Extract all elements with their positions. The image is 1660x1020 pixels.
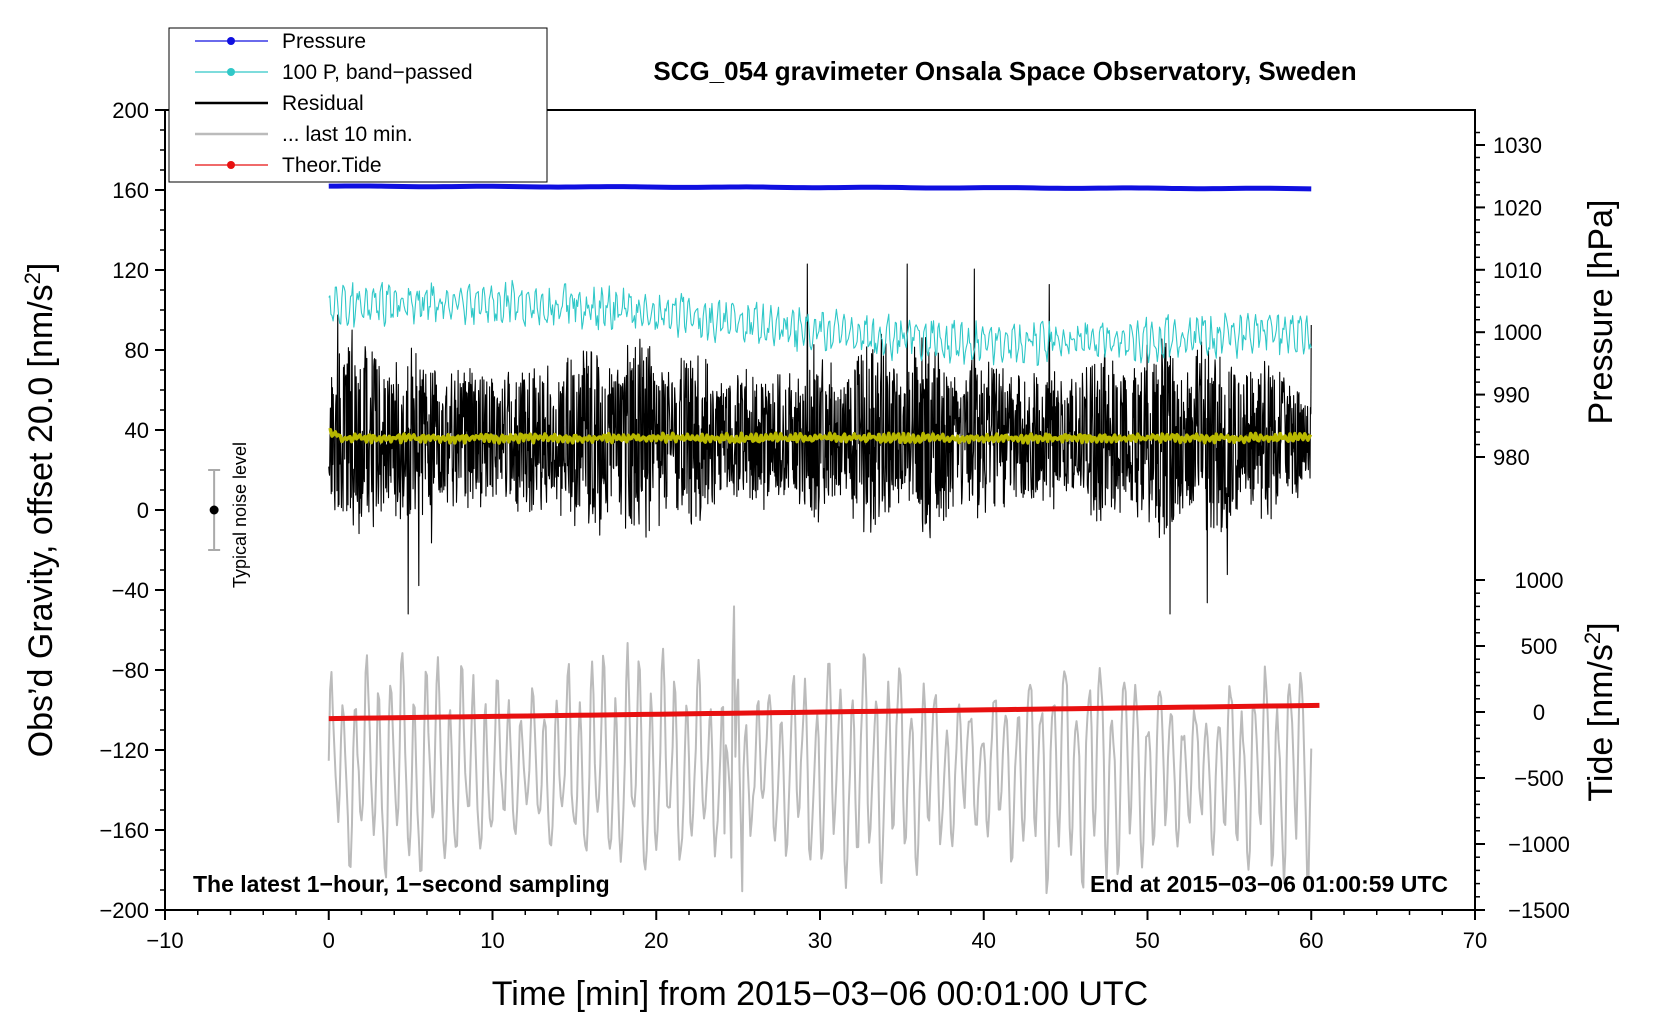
x-tick-label: 60: [1299, 928, 1323, 953]
pressure-tick-label: 980: [1493, 445, 1530, 470]
legend-swatch-marker: [227, 161, 235, 169]
x-tick-label: 30: [808, 928, 832, 953]
x-tick-label: −10: [146, 928, 183, 953]
y-tick-label: 40: [125, 418, 149, 443]
chart-title: SCG_054 gravimeter Onsala Space Observat…: [653, 56, 1356, 86]
y-tick-label: 80: [125, 338, 149, 363]
legend: Pressure 100 P, band−passed Residual ... la…: [168, 27, 548, 183]
tide-tick-label: −1000: [1508, 832, 1570, 857]
pressure-tick-label: 990: [1493, 383, 1530, 408]
tide-tick-label: −500: [1514, 766, 1564, 791]
y-tick-label: 0: [137, 498, 149, 523]
y-tick-label: −40: [112, 578, 149, 603]
tide-axis-title: Tide [nm/s2]: [1580, 622, 1621, 801]
ticks-layer: −10 0 10 20 30 40 50 60 7020016012080400−40−80−1…: [99, 98, 1569, 953]
legend-box: [168, 27, 548, 183]
x-tick-label: 70: [1463, 928, 1487, 953]
pressure-tick-label: 1020: [1493, 195, 1542, 220]
pressure-tick-label: 1010: [1493, 258, 1542, 283]
y-tick-label: 160: [112, 178, 149, 203]
pressure-axis-title: Pressure [hPa]: [1582, 200, 1620, 425]
x-tick-label: 50: [1135, 928, 1159, 953]
residual-smoothed-line: [328, 427, 1313, 445]
x-tick-label: 10: [480, 928, 504, 953]
y-tick-label: −80: [112, 658, 149, 683]
x-tick-label: 40: [972, 928, 996, 953]
y-tick-label: −160: [99, 818, 149, 843]
y-axis-title: Obs’d Gravity, offset 20.0 [nm/s2]: [20, 263, 61, 758]
y-tick-label: 120: [112, 258, 149, 283]
residual-line: [328, 263, 1312, 615]
y-tick-label: 200: [112, 98, 149, 123]
tide-tick-label: 500: [1521, 634, 1558, 659]
legend-label: ... last 10 min.: [282, 123, 413, 146]
legend-label: Residual: [282, 92, 364, 115]
y-tick-label: −200: [99, 898, 149, 923]
legend-swatch-marker: [227, 68, 235, 76]
legend-label: Pressure: [282, 30, 366, 53]
note-left: The latest 1−hour, 1−second sampling: [193, 871, 610, 897]
tide-tick-label: 0: [1533, 700, 1545, 725]
note-right: End at 2015−03−06 01:00:59 UTC: [1090, 871, 1448, 897]
last-10-min-line: [327, 605, 1313, 895]
y-tick-label: −120: [99, 738, 149, 763]
tide-tick-label: −1500: [1508, 898, 1570, 923]
series-layer: [327, 183, 1320, 895]
pressure-tick-label: 1030: [1493, 133, 1542, 158]
x-tick-label: 0: [323, 928, 335, 953]
theoretical-tide-line: [328, 702, 1320, 722]
tide-tick-label: 1000: [1515, 568, 1564, 593]
legend-label: Theor.Tide: [282, 154, 382, 177]
noise-dot: [209, 505, 219, 515]
pressure-tick-label: 1000: [1493, 320, 1542, 345]
noise-indicator: Typical noise level: [208, 442, 250, 588]
legend-swatch-marker: [227, 37, 235, 45]
x-axis-title: Time [min] from 2015−03−06 00:01:00 UTC: [492, 975, 1148, 1013]
band-passed-pressure-line: [328, 279, 1312, 366]
legend-label: 100 P, band−passed: [282, 61, 473, 84]
x-tick-label: 20: [644, 928, 668, 953]
pressure-line: [328, 183, 1312, 192]
noise-label: Typical noise level: [230, 442, 250, 588]
